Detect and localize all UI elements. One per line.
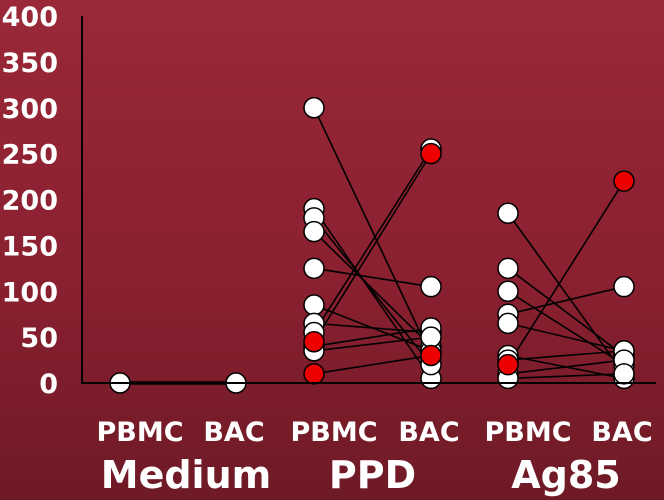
y-tick-label: 50 xyxy=(20,323,58,354)
pair-line xyxy=(314,209,431,379)
y-tick-label: 350 xyxy=(2,48,58,79)
y-tick-label: 300 xyxy=(2,94,58,125)
pair-line xyxy=(314,108,431,356)
bac-point xyxy=(614,364,634,384)
pair-line xyxy=(508,374,624,379)
x-group-label: Medium xyxy=(101,453,271,497)
y-tick-label: 100 xyxy=(2,277,58,308)
y-tick-label: 0 xyxy=(39,369,58,400)
y-tick-label: 250 xyxy=(2,140,58,171)
x-sub-label: BAC xyxy=(203,417,264,448)
bac-point xyxy=(614,171,634,191)
y-tick-label: 200 xyxy=(2,186,58,217)
pair-line xyxy=(314,154,431,342)
pair-line xyxy=(508,213,624,374)
pbmc-point xyxy=(304,98,324,118)
pbmc-point xyxy=(304,332,324,352)
x-sub-label: BAC xyxy=(591,417,652,448)
pbmc-point xyxy=(498,203,518,223)
data-points xyxy=(110,98,634,393)
pair-line xyxy=(508,268,624,355)
x-sub-label: PBMC xyxy=(484,417,571,448)
pair-line xyxy=(314,355,431,373)
bac-point xyxy=(421,345,441,365)
pbmc-point xyxy=(498,281,518,301)
pair-line xyxy=(314,268,431,286)
bac-point xyxy=(421,144,441,164)
x-group-label: Ag85 xyxy=(511,453,621,497)
pbmc-point xyxy=(304,258,324,278)
pbmc-point xyxy=(304,222,324,242)
pbmc-point xyxy=(498,258,518,278)
pbmc-point xyxy=(498,313,518,333)
x-group-label: PPD xyxy=(329,453,416,497)
x-sub-label: PBMC xyxy=(96,417,183,448)
pbmc-point xyxy=(498,355,518,375)
pair-line xyxy=(508,351,624,360)
x-sub-label: BAC xyxy=(398,417,459,448)
x-sub-label: PBMC xyxy=(290,417,377,448)
y-tick-label: 150 xyxy=(2,231,58,262)
y-tick-label: 400 xyxy=(2,2,58,33)
pbmc-point xyxy=(304,295,324,315)
x-labels: PBMC BAC Medium PBMC BAC PPD PBMC BAC Ag85 xyxy=(96,417,652,497)
bac-point xyxy=(614,277,634,297)
pair-lines xyxy=(120,108,624,383)
pair-line xyxy=(508,287,624,315)
y-tick-labels: 0 50 100 150 200 250 300 350 400 xyxy=(2,2,58,400)
pbmc-point xyxy=(304,364,324,384)
bac-point xyxy=(421,327,441,347)
pair-line xyxy=(508,360,624,374)
bac-point xyxy=(421,277,441,297)
